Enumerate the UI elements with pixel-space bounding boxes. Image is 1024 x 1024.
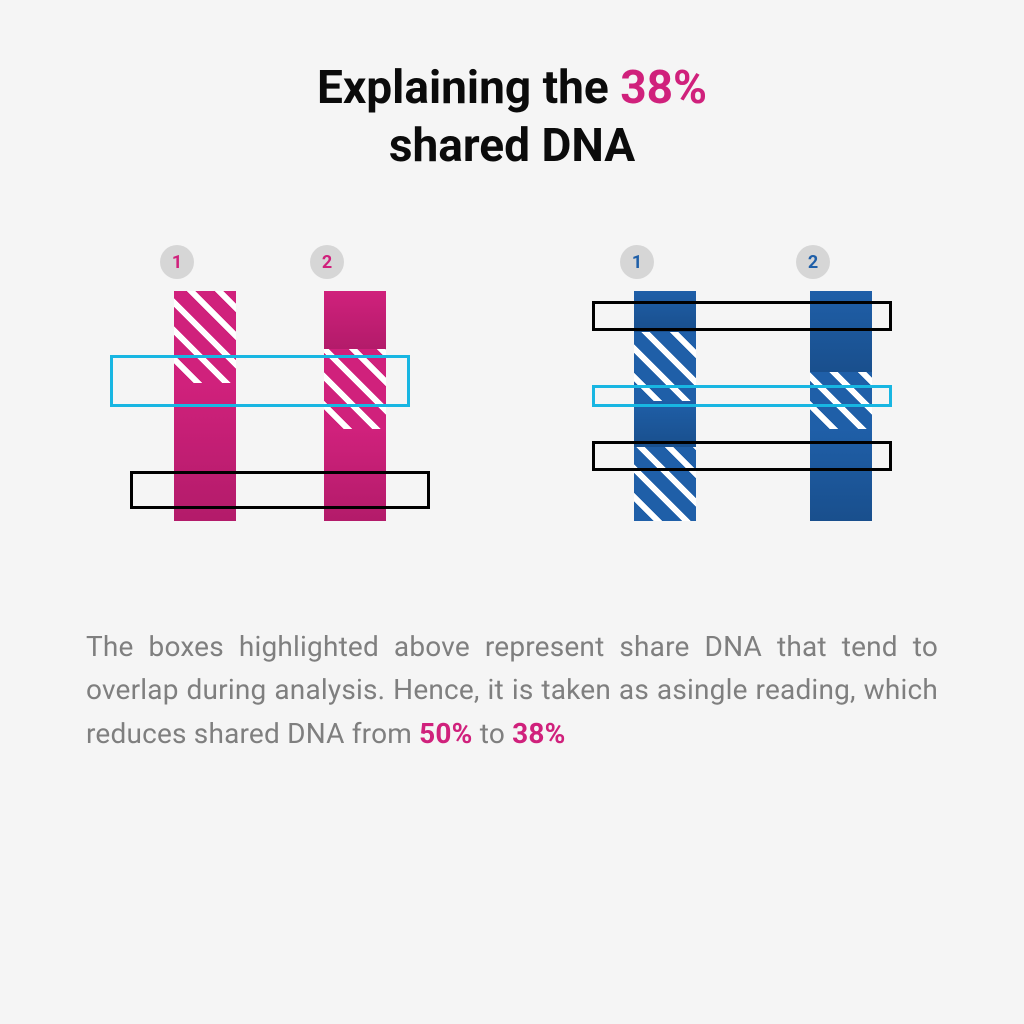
diagram-row: 12 12 [80,245,944,545]
highlight-box-black [592,441,892,471]
body-accent-50: 50% [419,717,472,750]
chromosome-number-badge: 1 [160,245,194,279]
chromosome-group-pink: 12 [100,245,460,545]
dna-segment [324,291,386,349]
chromosome-number-badge: 2 [796,245,830,279]
highlight-box-cyan [592,385,892,407]
body-accent-38: 38% [512,717,565,750]
highlight-box-black [592,301,892,331]
chromosome-number-badge: 1 [620,245,654,279]
page-title: Explaining the 38% shared DNA [80,60,944,175]
chromosome-group-blue: 12 [564,245,924,545]
explanation-text: The boxes highlighted above represent sh… [80,625,944,755]
title-part1: Explaining the [317,61,620,115]
highlight-box-black [130,471,430,509]
title-part2: shared DNA [389,119,635,173]
body-mid: to [473,717,513,750]
highlight-box-cyan [110,355,410,407]
chromosome-number-badge: 2 [310,245,344,279]
title-accent: 38% [620,61,707,115]
